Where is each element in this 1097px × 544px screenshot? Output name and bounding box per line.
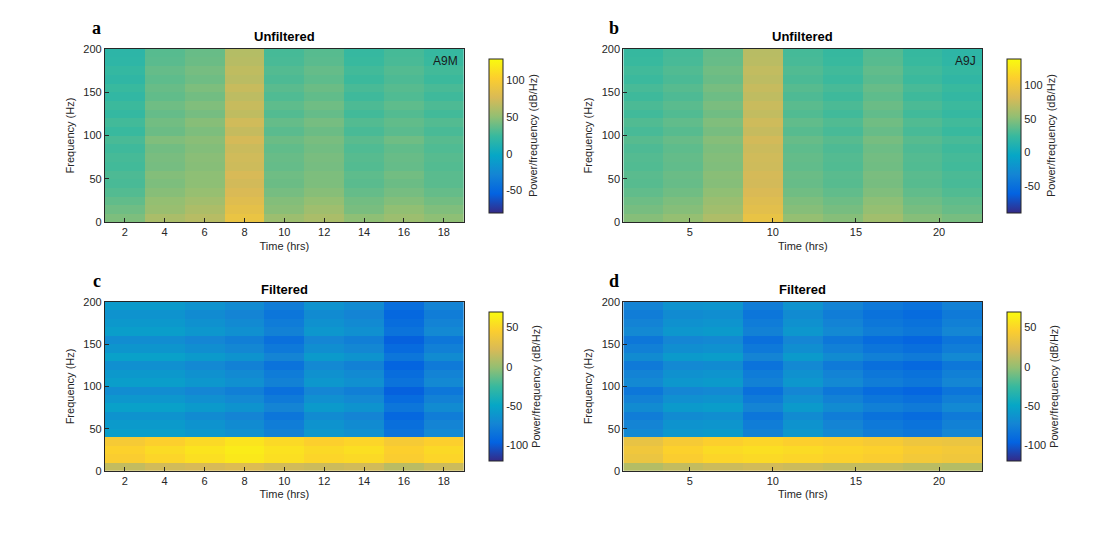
svg-text:50: 50 (608, 173, 620, 185)
svg-text:0: 0 (96, 465, 102, 477)
svg-text:Frequency (Hz): Frequency (Hz) (582, 349, 594, 425)
svg-text:10: 10 (767, 475, 779, 487)
svg-text:150: 150 (602, 338, 620, 350)
svg-text:12: 12 (318, 475, 330, 487)
svg-text:100: 100 (506, 74, 524, 86)
svg-text:Power/frequency (dB/Hz): Power/frequency (dB/Hz) (1048, 325, 1060, 448)
svg-text:-100: -100 (506, 439, 528, 451)
svg-text:Power/frequency (dB/Hz): Power/frequency (dB/Hz) (1045, 74, 1057, 197)
svg-text:100: 100 (83, 129, 101, 141)
svg-text:4: 4 (162, 226, 168, 238)
svg-text:12: 12 (318, 226, 330, 238)
svg-text:0: 0 (506, 361, 512, 373)
svg-text:200: 200 (602, 43, 620, 55)
svg-text:-100: -100 (1024, 439, 1046, 451)
svg-text:4: 4 (162, 475, 168, 487)
svg-text:6: 6 (202, 226, 208, 238)
svg-text:200: 200 (602, 296, 620, 308)
svg-text:A9J: A9J (955, 54, 976, 68)
svg-text:Unfiltered: Unfiltered (254, 29, 315, 44)
svg-text:-50: -50 (506, 400, 522, 412)
svg-text:Frequency (Hz): Frequency (Hz) (582, 98, 594, 174)
svg-text:Frequency (Hz): Frequency (Hz) (64, 98, 76, 174)
svg-text:Time (hrs): Time (hrs) (259, 240, 309, 252)
svg-text:200: 200 (83, 296, 101, 308)
svg-text:Unfiltered: Unfiltered (772, 29, 833, 44)
svg-text:20: 20 (933, 475, 945, 487)
svg-text:a: a (92, 18, 101, 38)
svg-text:2: 2 (122, 475, 128, 487)
svg-text:50: 50 (1024, 113, 1036, 125)
svg-text:0: 0 (614, 465, 620, 477)
svg-text:18: 18 (438, 475, 450, 487)
svg-text:d: d (609, 271, 619, 291)
svg-text:50: 50 (608, 423, 620, 435)
svg-text:c: c (93, 271, 101, 291)
svg-text:50: 50 (506, 321, 518, 333)
svg-text:Power/frequency (dB/Hz): Power/frequency (dB/Hz) (527, 74, 539, 197)
svg-text:14: 14 (358, 475, 370, 487)
svg-text:Time (hrs): Time (hrs) (259, 488, 309, 500)
svg-text:Time (hrs): Time (hrs) (778, 488, 828, 500)
svg-text:50: 50 (1024, 321, 1036, 333)
svg-text:16: 16 (398, 475, 410, 487)
svg-text:0: 0 (96, 216, 102, 228)
svg-text:Frequency (Hz): Frequency (Hz) (64, 349, 76, 425)
svg-text:100: 100 (83, 380, 101, 392)
svg-text:0: 0 (506, 148, 512, 160)
svg-text:15: 15 (850, 226, 862, 238)
svg-text:8: 8 (241, 475, 247, 487)
svg-text:-50: -50 (1024, 400, 1040, 412)
svg-text:150: 150 (602, 86, 620, 98)
svg-text:Filtered: Filtered (779, 282, 826, 297)
svg-text:10: 10 (278, 226, 290, 238)
svg-text:100: 100 (602, 129, 620, 141)
svg-text:100: 100 (1024, 79, 1042, 91)
svg-text:5: 5 (687, 226, 693, 238)
svg-text:20: 20 (933, 226, 945, 238)
svg-text:b: b (609, 18, 619, 38)
svg-text:Filtered: Filtered (261, 282, 308, 297)
svg-text:10: 10 (767, 226, 779, 238)
svg-text:-50: -50 (1024, 180, 1040, 192)
svg-text:2: 2 (122, 226, 128, 238)
svg-text:6: 6 (202, 475, 208, 487)
svg-text:10: 10 (278, 475, 290, 487)
svg-text:15: 15 (850, 475, 862, 487)
svg-text:150: 150 (83, 86, 101, 98)
svg-text:18: 18 (438, 226, 450, 238)
svg-text:A9M: A9M (433, 54, 458, 68)
svg-text:200: 200 (83, 43, 101, 55)
svg-text:50: 50 (506, 111, 518, 123)
svg-text:Power/frequency (dB/Hz): Power/frequency (dB/Hz) (530, 325, 542, 448)
svg-text:100: 100 (602, 380, 620, 392)
svg-text:0: 0 (614, 216, 620, 228)
svg-text:150: 150 (83, 338, 101, 350)
svg-text:16: 16 (398, 226, 410, 238)
svg-text:-50: -50 (506, 184, 522, 196)
svg-text:5: 5 (687, 475, 693, 487)
svg-text:50: 50 (89, 423, 101, 435)
svg-text:8: 8 (241, 226, 247, 238)
svg-text:0: 0 (1024, 361, 1030, 373)
svg-text:50: 50 (89, 173, 101, 185)
svg-text:0: 0 (1024, 146, 1030, 158)
svg-text:14: 14 (358, 226, 370, 238)
svg-text:Time (hrs): Time (hrs) (778, 240, 828, 252)
